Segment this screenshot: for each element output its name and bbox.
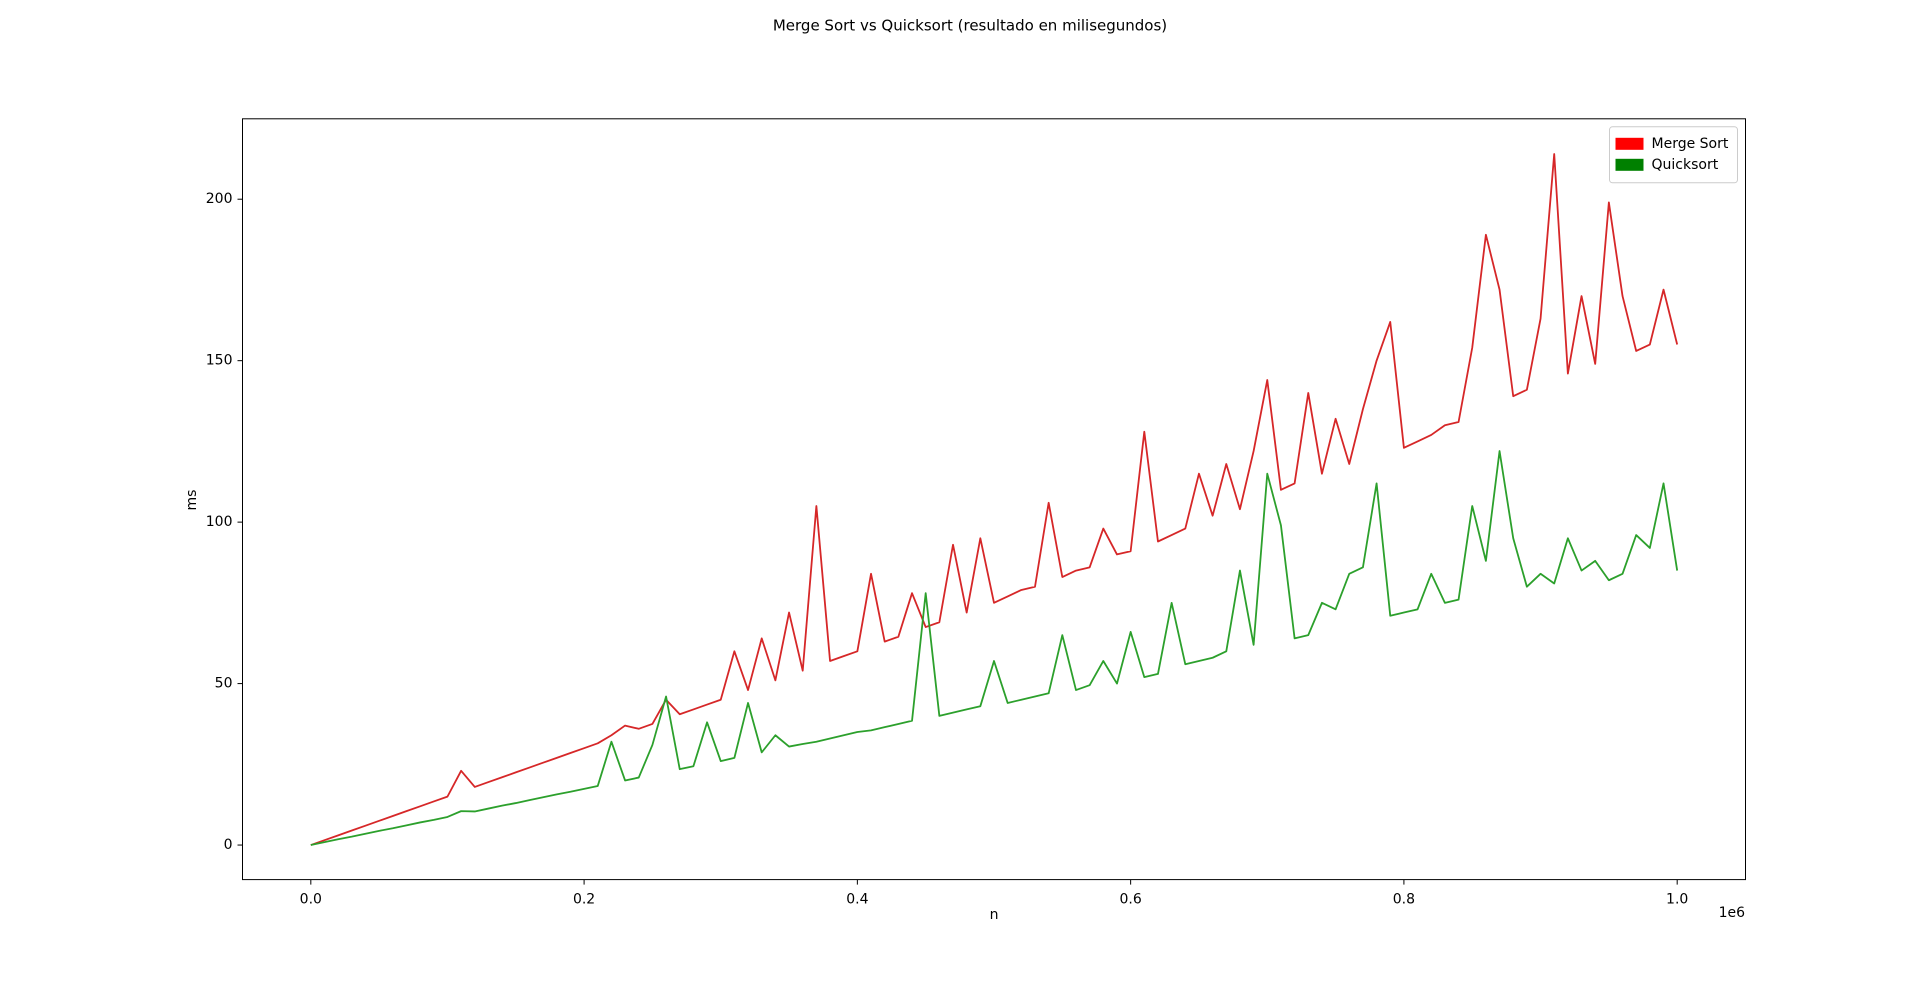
legend-label: Merge Sort <box>1652 136 1729 152</box>
x-tick-label: 0.2 <box>573 892 595 908</box>
legend-patch <box>1615 137 1644 150</box>
x-axis-label: n <box>990 907 999 923</box>
legend-patch <box>1615 158 1644 171</box>
y-tick-label: 150 <box>206 353 233 369</box>
x-tick-label: 0.4 <box>846 892 868 908</box>
y-tick-label: 100 <box>206 514 233 530</box>
x-tick-label: 1.0 <box>1666 892 1688 908</box>
x-tick-label: 0.6 <box>1120 892 1142 908</box>
x-offset-label: 1e6 <box>1719 905 1746 921</box>
y-axis-label: ms <box>184 490 200 511</box>
y-tick-label: 50 <box>215 676 233 692</box>
series-line <box>310 153 1679 846</box>
legend-label: Quicksort <box>1652 157 1719 173</box>
x-tick-label: 0.8 <box>1393 892 1415 908</box>
series-line <box>310 450 1679 846</box>
y-tick-label: 0 <box>224 837 233 853</box>
chart-title: Merge Sort vs Quicksort (resultado en mi… <box>773 17 1167 35</box>
y-tick-label: 200 <box>206 191 233 207</box>
plot-frame <box>242 118 1746 881</box>
x-tick-label: 0.0 <box>300 892 322 908</box>
